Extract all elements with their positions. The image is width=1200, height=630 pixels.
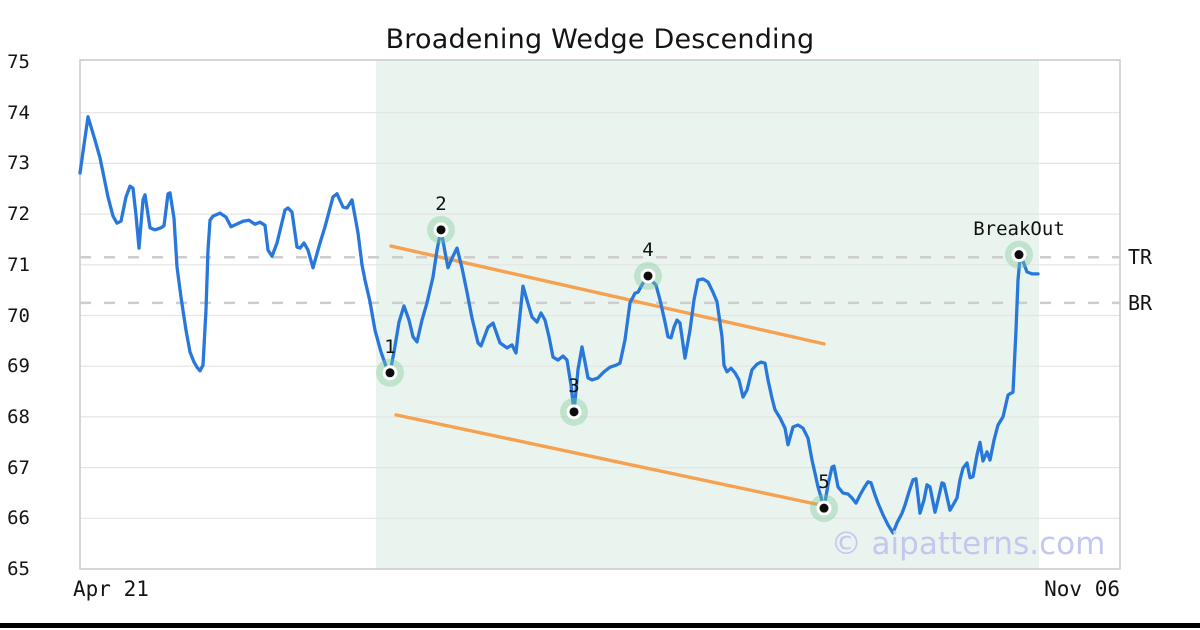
pattern-point-label-2: 2 <box>435 192 447 215</box>
y-axis-tick-label-74: 74 <box>7 101 30 124</box>
marker-dot-4 <box>643 271 653 281</box>
y-axis-tick-label-67: 67 <box>7 456 30 479</box>
pattern-point-label-5: 5 <box>818 471 830 494</box>
watermark: © aipatterns.com <box>830 526 1106 562</box>
y-axis-tick-label-71: 71 <box>7 253 30 276</box>
pattern-point-label-4: 4 <box>642 238 654 261</box>
marker-dot-BreakOut <box>1014 250 1024 260</box>
marker-dot-5 <box>819 503 829 513</box>
marker-dot-1 <box>385 368 395 378</box>
y-axis-tick-label-75: 75 <box>7 51 30 73</box>
y-axis-tick-label-68: 68 <box>7 405 30 428</box>
y-axis-tick-label-65: 65 <box>7 558 30 580</box>
y-axis-tick-label-69: 69 <box>7 355 30 378</box>
bottom-bar <box>0 623 1200 628</box>
y-axis-tick-label-66: 66 <box>7 507 30 530</box>
level-label-TR: TR <box>1128 245 1153 270</box>
y-axis-tick-label-70: 70 <box>7 304 30 327</box>
y-axis-tick-label-73: 73 <box>7 152 30 175</box>
breakout-label: BreakOut <box>973 217 1065 240</box>
price-line <box>78 115 1040 535</box>
trendline-upper <box>389 244 826 346</box>
x-axis-start-label: Apr 21 <box>73 577 149 601</box>
x-axis-end-label: Nov 06 <box>1044 577 1120 601</box>
level-label-BR: BR <box>1128 290 1153 315</box>
marker-dot-3 <box>569 407 579 417</box>
pattern-point-label-1: 1 <box>384 335 396 358</box>
pattern-point-label-3: 3 <box>568 374 580 397</box>
plot-border <box>79 59 1121 570</box>
chart-title: Broadening Wedge Descending <box>385 24 815 55</box>
y-axis-tick-label-72: 72 <box>7 203 30 226</box>
trendline-lower <box>394 413 823 507</box>
marker-dot-2 <box>436 225 446 235</box>
